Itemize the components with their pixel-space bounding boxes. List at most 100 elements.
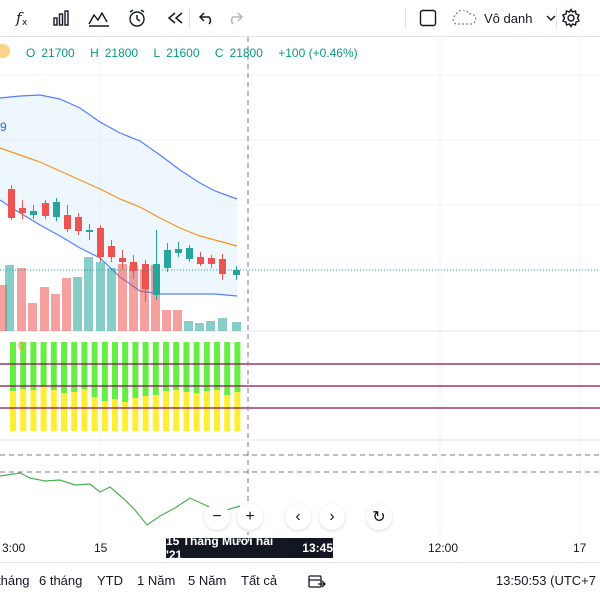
candle-body: [119, 258, 126, 262]
candle-body: [219, 259, 226, 274]
lower-pane-line: [0, 472, 241, 526]
toolbar-divider: [556, 8, 557, 28]
cloud-icon: [452, 10, 477, 25]
low-label: L: [153, 46, 161, 60]
redo-icon[interactable]: [222, 4, 248, 32]
reset-chart-button[interactable]: ↻: [366, 504, 392, 530]
scroll-left-button[interactable]: ‹: [285, 504, 311, 530]
close-value: 21800: [229, 46, 263, 60]
oscillator-bar-green: [81, 342, 88, 389]
compare-chart-icon[interactable]: [84, 4, 114, 32]
candle-body: [175, 249, 182, 253]
volume-bar: [40, 287, 49, 331]
time-axis-label: 17: [573, 541, 587, 555]
volume-bar: [17, 268, 26, 331]
bollinger-upper-line: [0, 94, 238, 200]
oscillator-bar-green: [30, 342, 37, 390]
bollinger-basis-line: [0, 147, 238, 247]
toolbar-divider: [189, 8, 190, 28]
range-5-years[interactable]: 5 Năm: [188, 573, 227, 588]
volume-bar: [0, 285, 7, 331]
svg-text:x: x: [22, 18, 28, 27]
oscillator-bar-green: [112, 342, 118, 399]
candle-body: [130, 262, 137, 271]
volume-bar: [107, 268, 116, 331]
volume-bar: [118, 264, 127, 331]
settings-gear-icon[interactable]: [558, 4, 584, 32]
candle-body: [186, 248, 193, 259]
oscillator-bar-yellow: [163, 391, 169, 431]
oscillator-bar-green: [203, 342, 210, 391]
oscillator-bar-yellow: [132, 398, 139, 431]
oscillator-bar-green: [152, 342, 159, 395]
time-axis[interactable]: 3:00 15 12:00 17: [0, 535, 600, 559]
bar-chart-icon[interactable]: [46, 4, 76, 32]
crosshair-date: 15 Tháng Mười hai '21: [166, 534, 274, 562]
chart-canvas[interactable]: [0, 37, 600, 537]
oscillator-bar-yellow: [81, 389, 88, 431]
candle-body: [97, 228, 104, 257]
oscillator-bar-yellow: [173, 390, 180, 431]
status-indicator: [0, 44, 10, 58]
candle-body: [8, 189, 15, 218]
go-to-date-icon[interactable]: [306, 568, 328, 596]
candle-body: [64, 215, 71, 229]
volume-bar: [195, 323, 204, 331]
chevron-down-icon: [546, 15, 556, 21]
crosshair-time-label: 15 Tháng Mười hai '21 13:45: [166, 534, 333, 562]
zoom-out-button[interactable]: −: [204, 504, 230, 530]
oscillator-bar-yellow: [234, 392, 241, 431]
oscillator-bar-yellow: [10, 391, 16, 431]
oscillator-bar-green: [122, 342, 129, 402]
zoom-in-button[interactable]: +: [237, 504, 263, 530]
open-label: O: [26, 46, 36, 60]
volume-bar: [129, 265, 138, 331]
candle-body: [153, 264, 160, 295]
undo-icon[interactable]: [194, 4, 220, 32]
scroll-right-button[interactable]: ›: [319, 504, 345, 530]
candlesticks: [8, 185, 240, 302]
date-range-bar: tháng 6 tháng YTD 1 Năm 5 Năm Tất cả 13:…: [0, 562, 600, 601]
layout-selector[interactable]: Vô danh: [450, 6, 556, 30]
low-value: 21600: [166, 46, 200, 60]
close-label: C: [214, 46, 224, 60]
candle-body: [86, 230, 93, 232]
alert-clock-icon[interactable]: [122, 4, 152, 32]
candle-body: [197, 257, 204, 264]
oscillator-bar-green: [214, 342, 220, 390]
crosshair-clock: 13:45: [302, 541, 333, 555]
oscillator-bar-green: [132, 342, 139, 398]
volume-bar: [73, 277, 82, 331]
range-ytd[interactable]: YTD: [97, 573, 123, 588]
candle-body: [42, 203, 49, 216]
oscillator-bar-yellow: [20, 389, 27, 431]
range-1-year[interactable]: 1 Năm: [137, 573, 176, 588]
volume-bar: [173, 310, 182, 331]
oscillator-bar-green: [71, 342, 78, 392]
volume-bar: [184, 321, 193, 331]
volume-bar: [84, 257, 93, 331]
range-month[interactable]: tháng: [0, 573, 30, 588]
replay-icon[interactable]: [160, 4, 190, 32]
oscillator-bar-yellow: [50, 390, 57, 431]
candle-body: [19, 208, 26, 213]
oscillator-bar-yellow: [61, 393, 67, 431]
svg-text:f: f: [15, 9, 24, 27]
range-all[interactable]: Tất cả: [241, 573, 278, 588]
oscillator-bar-green: [142, 342, 149, 396]
oscillator-bar-green: [163, 342, 169, 391]
candle-body: [75, 217, 82, 231]
range-6-months[interactable]: 6 tháng: [39, 573, 83, 588]
oscillator-bar-yellow: [30, 390, 37, 431]
clock-timezone[interactable]: 13:50:53 (UTC+7: [495, 573, 596, 588]
oscillator-bar-green: [10, 342, 16, 391]
oscillator-bar-green: [20, 342, 27, 389]
volume-bars: [0, 257, 241, 331]
fullscreen-icon[interactable]: [414, 4, 442, 32]
candle-body: [53, 202, 60, 217]
volume-bar: [218, 318, 227, 331]
lower-pane-levels: [0, 454, 600, 473]
oscillator-bar-green: [234, 342, 241, 392]
oscillator-bar-green: [183, 342, 190, 392]
